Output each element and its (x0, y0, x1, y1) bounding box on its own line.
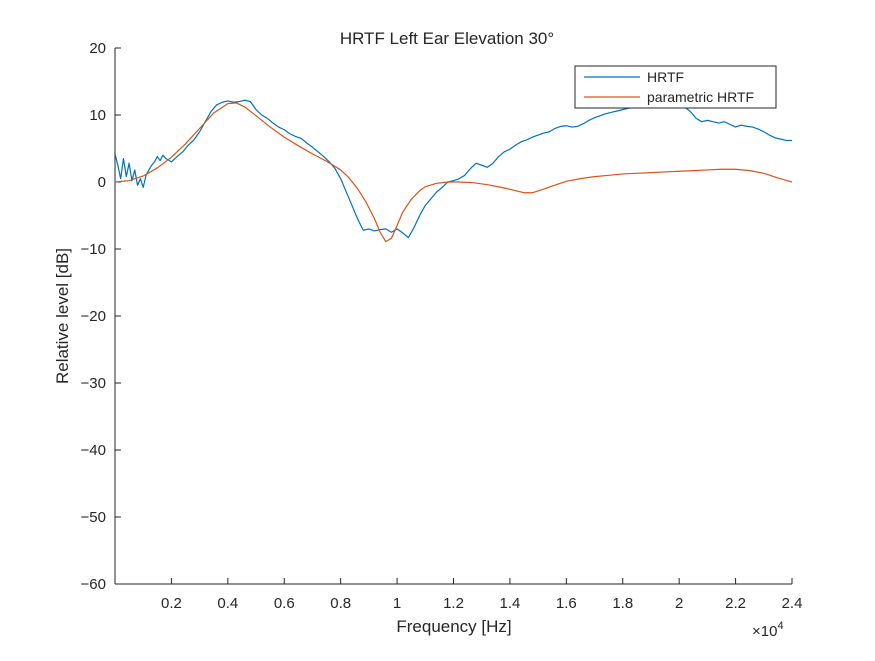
y-tick-label: −50 (81, 509, 106, 526)
x-tick-label: 1.8 (612, 595, 633, 612)
series-line-parametric-hrtf (115, 102, 792, 243)
y-tick-label: −30 (81, 375, 106, 392)
y-tick-label: −40 (81, 442, 106, 459)
legend[interactable]: HRTF parametric HRTF (574, 65, 777, 109)
y-axis: 20 10 0 −10 −20 −30 −40 −50 −60 (81, 40, 121, 593)
x-axis-exponent: ×104 (752, 620, 784, 640)
y-tick-label: 10 (89, 107, 106, 124)
x-tick-label: 1.4 (499, 595, 520, 612)
x-exponent-power: 4 (777, 620, 783, 632)
legend-label: parametric HRTF (647, 89, 754, 105)
x-tick-label: 0.6 (274, 595, 295, 612)
plot-background (115, 48, 792, 584)
legend-box (574, 65, 777, 109)
x-axis: 0.2 0.4 0.6 0.8 1 1.2 1.4 1.6 1.8 2 2.2 2.4 (115, 578, 802, 612)
legend-label: HRTF (647, 69, 684, 85)
x-tick-label: 1.2 (443, 595, 464, 612)
y-tick-label: 20 (89, 40, 106, 57)
y-tick-label: −20 (81, 308, 106, 325)
legend-item[interactable]: parametric HRTF (584, 89, 754, 105)
x-exponent-base: ×10 (752, 623, 777, 640)
x-tick-label: 1.6 (556, 595, 577, 612)
y-tick-label: −60 (81, 576, 106, 593)
x-tick-label: 0.4 (217, 595, 238, 612)
plot-area (115, 48, 792, 584)
x-tick-label: 1 (393, 595, 401, 612)
x-tick-label: 0.2 (161, 595, 182, 612)
x-tick-label: 2 (675, 595, 683, 612)
x-tick-label: 0.8 (330, 595, 351, 612)
x-tick-label: 2.4 (782, 595, 803, 612)
svg-text:×104: ×104 (752, 620, 784, 640)
y-axis-label: Relative level [dB] (53, 248, 72, 384)
x-tick-label: 2.2 (725, 595, 746, 612)
chart-title: HRTF Left Ear Elevation 30° (340, 29, 554, 48)
legend-item[interactable]: HRTF (584, 69, 684, 85)
y-tick-label: −10 (81, 241, 106, 258)
y-tick-label: 0 (98, 174, 106, 191)
x-axis-label: Frequency [Hz] (396, 617, 511, 636)
